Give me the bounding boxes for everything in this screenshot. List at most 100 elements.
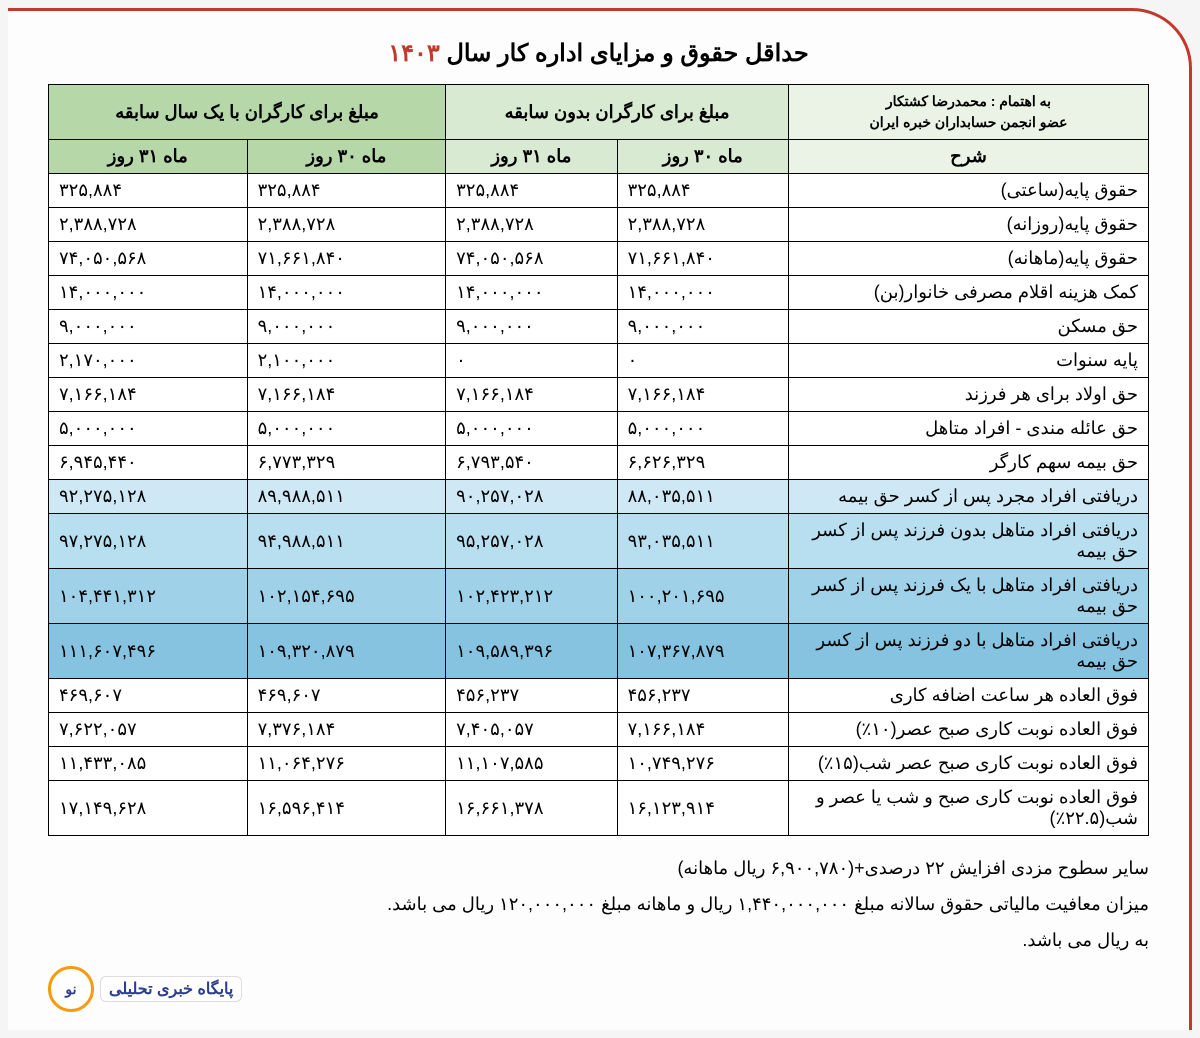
cell-value: ۶,۹۴۵,۴۴۰ — [49, 446, 248, 480]
title-text: حداقل حقوق و مزایای اداره کار سال — [440, 40, 809, 67]
cell-value: ۷,۶۲۲,۰۵۷ — [49, 713, 248, 747]
cell-value: ۷,۳۷۶,۱۸۴ — [247, 713, 446, 747]
cell-value: ۱۰۲,۴۲۳,۲۱۲ — [446, 569, 617, 624]
row-desc: دریافتی افراد متاهل با یک فرزند پس از کس… — [789, 569, 1149, 624]
table-body: حقوق پایه(ساعتی)۳۲۵,۸۸۴۳۲۵,۸۸۴۳۲۵,۸۸۴۳۲۵… — [49, 174, 1149, 836]
cell-value: ۱۶,۵۹۶,۴۱۴ — [247, 781, 446, 836]
cell-value: ۳۲۵,۸۸۴ — [617, 174, 788, 208]
table-row: حق عائله مندی - افراد متاهل۵,۰۰۰,۰۰۰۵,۰۰… — [49, 412, 1149, 446]
table-row: دریافتی افراد متاهل بدون فرزند پس از کسر… — [49, 514, 1149, 569]
row-desc: حق بیمه سهم کارگر — [789, 446, 1149, 480]
header-group-one-exp: مبلغ برای کارگران با یک سال سابقه — [49, 85, 446, 140]
cell-value: ۶,۷۹۳,۵۴۰ — [446, 446, 617, 480]
cell-value: ۹۰,۲۵۷,۰۲۸ — [446, 480, 617, 514]
cell-value: ۲,۱۷۰,۰۰۰ — [49, 344, 248, 378]
cell-value: ۸۸,۰۳۵,۵۱۱ — [617, 480, 788, 514]
cell-value: ۱۴,۰۰۰,۰۰۰ — [446, 276, 617, 310]
table-row: حق بیمه سهم کارگر۶,۶۲۶,۳۲۹۶,۷۹۳,۵۴۰۶,۷۷۳… — [49, 446, 1149, 480]
cell-value: ۵,۰۰۰,۰۰۰ — [247, 412, 446, 446]
cell-value: ۱۶,۱۲۳,۹۱۴ — [617, 781, 788, 836]
cell-value: ۷,۱۶۶,۱۸۴ — [247, 378, 446, 412]
cell-value: ۱۱,۱۰۷,۵۸۵ — [446, 747, 617, 781]
row-desc: حق مسکن — [789, 310, 1149, 344]
cell-value: ۷۴,۰۵۰,۵۶۸ — [446, 242, 617, 276]
cell-value: ۱۰۲,۱۵۴,۶۹۵ — [247, 569, 446, 624]
cell-value: ۸۹,۹۸۸,۵۱۱ — [247, 480, 446, 514]
cell-value: ۴۶۹,۶۰۷ — [247, 679, 446, 713]
note-line: میزان معافیت مالیاتی حقوق سالانه مبلغ ۱,… — [48, 886, 1149, 922]
row-desc: پایه سنوات — [789, 344, 1149, 378]
header-one-30: ماه ۳۰ روز — [247, 140, 446, 174]
cell-value: ۶,۶۲۶,۳۲۹ — [617, 446, 788, 480]
cell-value: ۰ — [446, 344, 617, 378]
header-one-31: ماه ۳۱ روز — [49, 140, 248, 174]
header-group-no-exp: مبلغ برای کارگران بدون سابقه — [446, 85, 789, 140]
table-row: حق مسکن۹,۰۰۰,۰۰۰۹,۰۰۰,۰۰۰۹,۰۰۰,۰۰۰۹,۰۰۰,… — [49, 310, 1149, 344]
row-desc: دریافتی افراد متاهل با دو فرزند پس از کس… — [789, 624, 1149, 679]
cell-value: ۹۴,۹۸۸,۵۱۱ — [247, 514, 446, 569]
footer-notes: سایر سطوح مزدی افزایش ۲۲ درصدی+(۶,۹۰۰,۷۸… — [48, 850, 1149, 958]
cell-value: ۱۰,۷۴۹,۲۷۶ — [617, 747, 788, 781]
row-desc: حق اولاد برای هر فرزند — [789, 378, 1149, 412]
cell-value: ۵,۰۰۰,۰۰۰ — [446, 412, 617, 446]
cell-value: ۱۰۴,۴۴۱,۳۱۲ — [49, 569, 248, 624]
table-row: فوق العاده نوبت کاری صبح و شب یا عصر و ش… — [49, 781, 1149, 836]
table-row: پایه سنوات۰۰۲,۱۰۰,۰۰۰۲,۱۷۰,۰۰۰ — [49, 344, 1149, 378]
cell-value: ۵,۰۰۰,۰۰۰ — [617, 412, 788, 446]
note-line: سایر سطوح مزدی افزایش ۲۲ درصدی+(۶,۹۰۰,۷۸… — [48, 850, 1149, 886]
credit-line2: عضو انجمن حسابداران خبره ایران — [799, 112, 1138, 133]
cell-value: ۹۳,۰۳۵,۵۱۱ — [617, 514, 788, 569]
row-desc: حقوق پایه(ماهانه) — [789, 242, 1149, 276]
cell-value: ۲,۳۸۸,۷۲۸ — [49, 208, 248, 242]
row-desc: دریافتی افراد مجرد پس از کسر حق بیمه — [789, 480, 1149, 514]
cell-value: ۶,۷۷۳,۳۲۹ — [247, 446, 446, 480]
cell-value: ۱۰۹,۵۸۹,۳۹۶ — [446, 624, 617, 679]
logo-text: پایگاه خبری تحلیلی — [100, 976, 242, 1002]
cell-value: ۱۱,۴۳۳,۰۸۵ — [49, 747, 248, 781]
cell-value: ۹,۰۰۰,۰۰۰ — [247, 310, 446, 344]
row-desc: حقوق پایه(روزانه) — [789, 208, 1149, 242]
table-row: دریافتی افراد متاهل با دو فرزند پس از کس… — [49, 624, 1149, 679]
cell-value: ۱۰۰,۲۰۱,۶۹۵ — [617, 569, 788, 624]
cell-value: ۹,۰۰۰,۰۰۰ — [617, 310, 788, 344]
cell-value: ۱۷,۱۴۹,۶۲۸ — [49, 781, 248, 836]
row-desc: فوق العاده نوبت کاری صبح عصر(۱۰٪) — [789, 713, 1149, 747]
table-row: حقوق پایه(ماهانه)۷۱,۶۶۱,۸۴۰۷۴,۰۵۰,۵۶۸۷۱,… — [49, 242, 1149, 276]
cell-value: ۴۵۶,۲۳۷ — [617, 679, 788, 713]
cell-value: ۹۵,۲۵۷,۰۲۸ — [446, 514, 617, 569]
source-logo: نو پایگاه خبری تحلیلی — [48, 966, 242, 1012]
credit-cell: به اهتمام : محمدرضا کشتکار عضو انجمن حسا… — [789, 85, 1149, 140]
row-desc: کمک هزینه اقلام مصرفی خانوار(بن) — [789, 276, 1149, 310]
cell-value: ۷,۱۶۶,۱۸۴ — [49, 378, 248, 412]
cell-value: ۳۲۵,۸۸۴ — [247, 174, 446, 208]
table-row: کمک هزینه اقلام مصرفی خانوار(بن)۱۴,۰۰۰,۰… — [49, 276, 1149, 310]
cell-value: ۹,۰۰۰,۰۰۰ — [446, 310, 617, 344]
cell-value: ۷,۱۶۶,۱۸۴ — [446, 378, 617, 412]
cell-value: ۷۱,۶۶۱,۸۴۰ — [247, 242, 446, 276]
row-desc: فوق العاده هر ساعت اضافه کاری — [789, 679, 1149, 713]
cell-value: ۲,۳۸۸,۷۲۸ — [247, 208, 446, 242]
header-none-30: ماه ۳۰ روز — [617, 140, 788, 174]
table-row: دریافتی افراد مجرد پس از کسر حق بیمه۸۸,۰… — [49, 480, 1149, 514]
header-none-31: ماه ۳۱ روز — [446, 140, 617, 174]
cell-value: ۹,۰۰۰,۰۰۰ — [49, 310, 248, 344]
document-frame: حداقل حقوق و مزایای اداره کار سال ۱۴۰۳ ب… — [8, 8, 1192, 1030]
cell-value: ۱۴,۰۰۰,۰۰۰ — [617, 276, 788, 310]
note-line: به ریال می باشد. — [48, 922, 1149, 958]
cell-value: ۷۱,۶۶۱,۸۴۰ — [617, 242, 788, 276]
cell-value: ۷۴,۰۵۰,۵۶۸ — [49, 242, 248, 276]
table-row: حق اولاد برای هر فرزند۷,۱۶۶,۱۸۴۷,۱۶۶,۱۸۴… — [49, 378, 1149, 412]
row-desc: دریافتی افراد متاهل بدون فرزند پس از کسر… — [789, 514, 1149, 569]
credit-line1: به اهتمام : محمدرضا کشتکار — [799, 91, 1138, 112]
cell-value: ۱۱,۰۶۴,۲۷۶ — [247, 747, 446, 781]
cell-value: ۹۲,۲۷۵,۱۲۸ — [49, 480, 248, 514]
table-row: فوق العاده نوبت کاری صبح عصر شب(۱۵٪)۱۰,۷… — [49, 747, 1149, 781]
cell-value: ۲,۱۰۰,۰۰۰ — [247, 344, 446, 378]
cell-value: ۷,۴۰۵,۰۵۷ — [446, 713, 617, 747]
table-row: دریافتی افراد متاهل با یک فرزند پس از کس… — [49, 569, 1149, 624]
cell-value: ۴۶۹,۶۰۷ — [49, 679, 248, 713]
logo-icon: نو — [48, 966, 94, 1012]
title-year: ۱۴۰۳ — [388, 40, 440, 67]
header-desc: شرح — [789, 140, 1149, 174]
cell-value: ۳۲۵,۸۸۴ — [49, 174, 248, 208]
